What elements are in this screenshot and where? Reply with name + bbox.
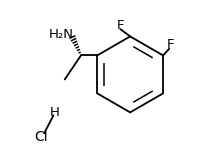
Text: F: F (116, 19, 124, 32)
Text: Cl: Cl (34, 130, 48, 144)
Text: H: H (50, 106, 60, 119)
Text: H₂N: H₂N (49, 28, 74, 41)
Text: F: F (166, 38, 174, 51)
